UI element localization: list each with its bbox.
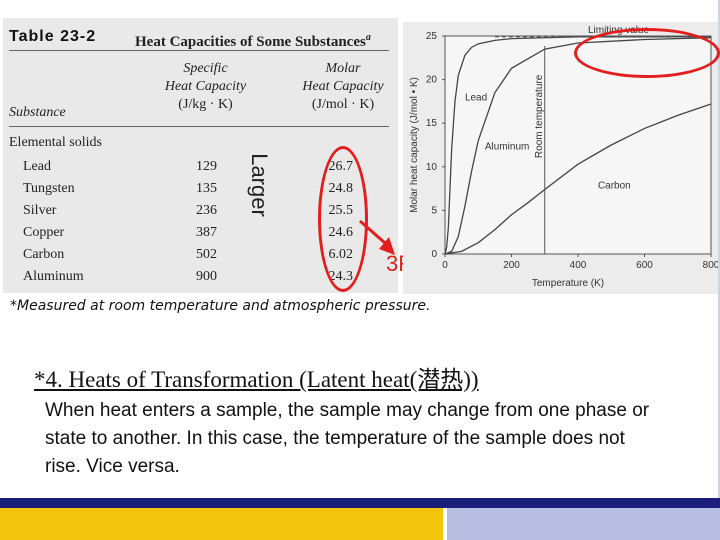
substance-header: Substance xyxy=(9,105,66,120)
slide-top-margin xyxy=(0,0,720,18)
specific-value-silver: 236 xyxy=(196,203,217,218)
section-elemental-solids: Elemental solids xyxy=(9,135,102,150)
y-tick-label: 25 xyxy=(426,31,438,42)
series-label-aluminum: Aluminum xyxy=(485,141,529,152)
molar-column-highlight-oval xyxy=(318,146,368,292)
y-tick-label: 15 xyxy=(426,118,438,129)
y-tick-label: 5 xyxy=(431,205,437,216)
table-label: Table 23-2 xyxy=(9,28,97,45)
footer-bar-gap xyxy=(443,508,447,540)
x-tick-label: 200 xyxy=(503,260,520,271)
section-heading: *4. Heats of Transformation (Latent heat… xyxy=(34,367,479,392)
row-name-lead: Lead xyxy=(23,159,51,174)
y-tick-label: 10 xyxy=(426,162,438,173)
specific-value-carbon: 502 xyxy=(196,247,217,262)
table-title: Heat Capacities of Some Substancesa xyxy=(135,32,371,50)
room-temperature-label: Room temperature xyxy=(534,74,545,158)
arrow-shaft xyxy=(359,219,386,245)
specific-value-copper: 387 xyxy=(196,225,217,240)
row-name-silver: Silver xyxy=(23,203,57,218)
specific-heat-header: Specific Heat Capacity (J/kg · K) xyxy=(164,61,247,112)
series-label-lead: Lead xyxy=(465,93,487,104)
arrow-head xyxy=(379,237,395,255)
row-name-copper: Copper xyxy=(23,225,65,240)
x-tick-label: 400 xyxy=(570,260,587,271)
table-footnote: *Measured at room temperature and atmosp… xyxy=(10,298,431,314)
table-top-rule xyxy=(9,50,389,51)
body-paragraph: When heat enters a sample, the sample ma… xyxy=(45,400,650,477)
specific-value-lead: 129 xyxy=(196,159,217,174)
larger-annotation: Larger xyxy=(247,153,272,217)
molar-heat-header: Molar Heat Capacity (J/mol · K) xyxy=(302,61,384,112)
table-title-bar: Table 23-2 Heat Capacities of Some Subst… xyxy=(3,24,398,50)
footer-bar-yellow xyxy=(0,508,443,540)
footer-bar-lavender xyxy=(447,508,720,540)
arrow-to-3r xyxy=(359,219,395,255)
row-name-carbon: Carbon xyxy=(23,247,65,262)
y-tick-label: 20 xyxy=(426,75,438,86)
limiting-value-highlight-oval xyxy=(574,28,720,78)
series-line-carbon xyxy=(444,103,712,255)
footer-bar-dark xyxy=(0,498,720,508)
y-tick-label: 0 xyxy=(431,249,437,260)
x-tick-label: 600 xyxy=(636,260,653,271)
series-label-carbon: Carbon xyxy=(598,181,631,192)
x-tick-label: 0 xyxy=(442,260,448,271)
slide-right-edge xyxy=(718,0,720,498)
row-name-tungsten: Tungsten xyxy=(23,181,75,196)
x-axis-label: Temperature (K) xyxy=(532,278,604,289)
specific-value-tungsten: 135 xyxy=(196,181,217,196)
table-header-rule xyxy=(9,126,389,127)
row-name-aluminum: Aluminum xyxy=(23,269,84,284)
specific-value-aluminum: 900 xyxy=(196,269,217,284)
x-tick-label: 800 xyxy=(703,260,718,271)
y-axis-label: Molar heat capacity (J/mol • K) xyxy=(409,77,420,213)
